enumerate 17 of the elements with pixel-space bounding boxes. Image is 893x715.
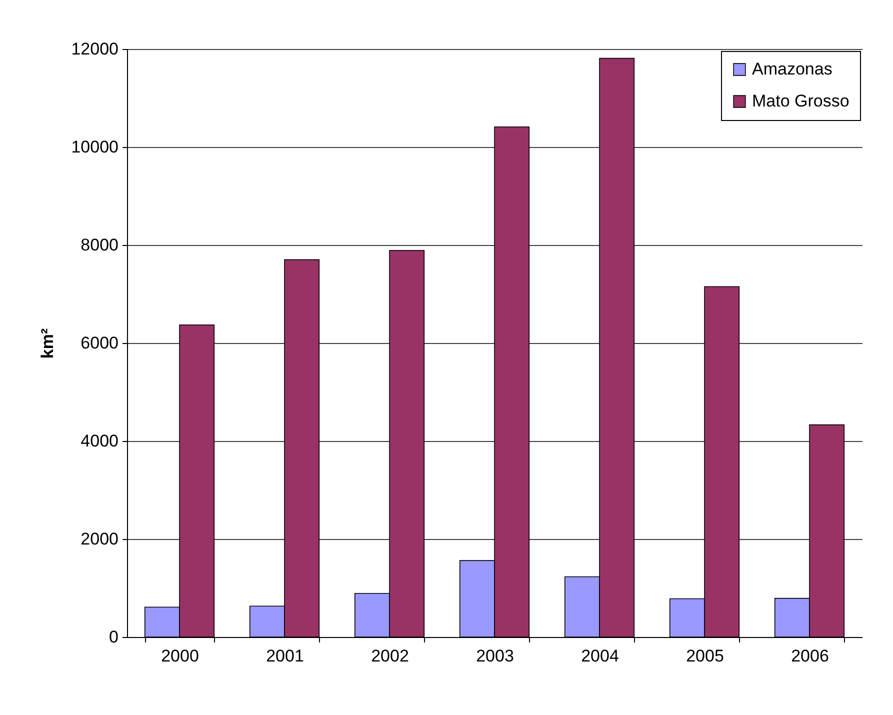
x-tick-label: 2002 xyxy=(371,646,409,666)
y-tick-label: 2000 xyxy=(80,530,118,548)
y-axis-title: km² xyxy=(38,328,58,359)
legend-label: Mato Grosso xyxy=(752,92,850,110)
y-tick-label: 6000 xyxy=(80,334,118,352)
y-tick-label: 0 xyxy=(109,628,118,646)
y-tick-label: 8000 xyxy=(80,236,118,254)
x-tick-label: 2000 xyxy=(161,646,199,666)
x-tick-label: 2006 xyxy=(791,646,829,666)
x-tick-label: 2005 xyxy=(686,646,724,666)
x-tick-label: 2004 xyxy=(581,646,619,666)
legend-label: Amazonas xyxy=(752,60,832,78)
x-tick-label: 2003 xyxy=(476,646,514,666)
y-tick-label: 4000 xyxy=(80,432,118,450)
y-tick-label: 12000 xyxy=(71,40,118,58)
x-tick-label: 2001 xyxy=(266,646,304,666)
y-tick-label: 10000 xyxy=(71,138,118,156)
